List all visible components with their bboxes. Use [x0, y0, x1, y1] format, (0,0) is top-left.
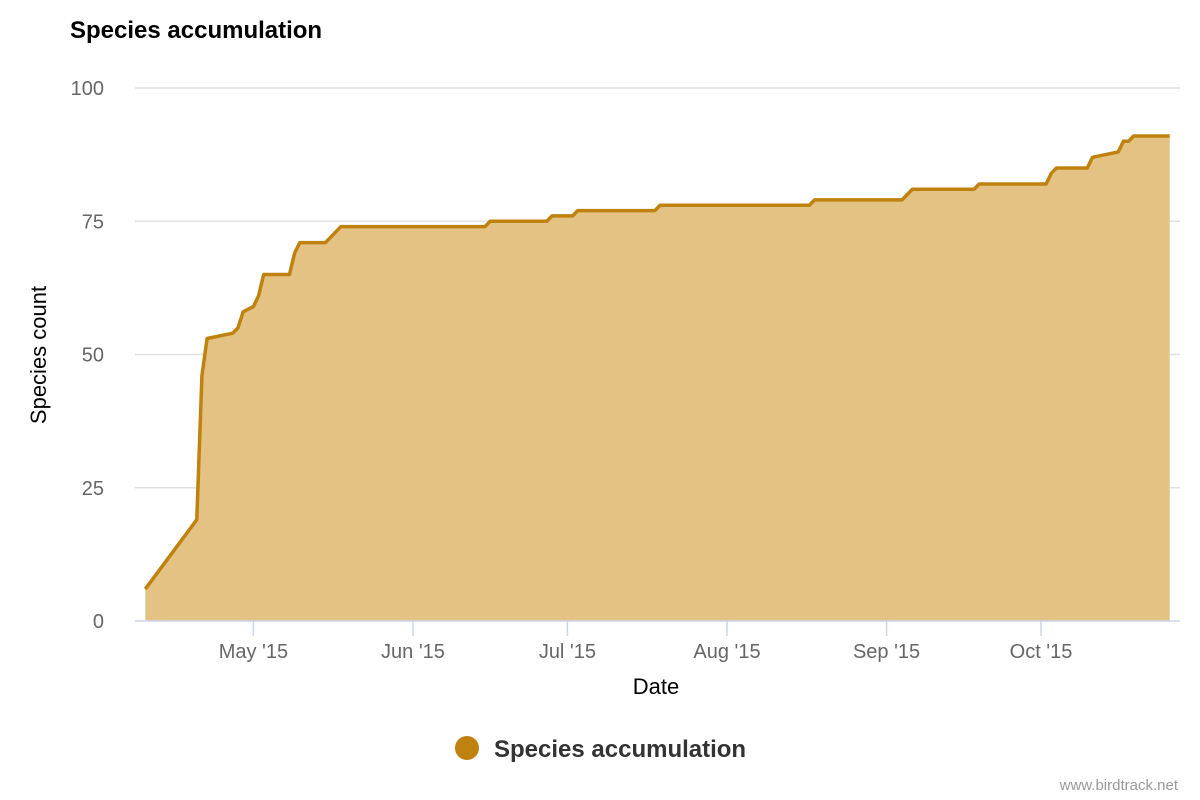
y-axis-title: Species count	[26, 286, 51, 424]
plot-area	[143, 134, 1170, 621]
series-line[interactable]	[143, 134, 1170, 591]
y-tick-label: 100	[71, 78, 104, 100]
x-tick-label: Jul '15	[539, 641, 596, 663]
legend-marker	[455, 736, 479, 760]
x-axis-title: Date	[633, 674, 679, 699]
y-tick-label: 75	[82, 211, 104, 233]
y-axis-ticks: 0 25 50 75 100	[71, 78, 104, 633]
x-tick-label: Sep '15	[853, 641, 920, 663]
y-tick-label: 0	[93, 611, 104, 633]
x-tick-label: Aug '15	[693, 641, 760, 663]
legend[interactable]: Species accumulation	[455, 736, 746, 763]
chart-title: Species accumulation	[70, 17, 322, 44]
y-tick-label: 25	[82, 478, 104, 500]
x-axis: May '15 Jun '15 Jul '15 Aug '15 Sep '15 Oct '…	[135, 620, 1180, 663]
x-tick-label: May '15	[219, 641, 288, 663]
series-area-fill	[145, 135, 1170, 621]
x-tick-label: Oct '15	[1010, 641, 1073, 663]
x-tick-label: Jun '15	[381, 641, 445, 663]
legend-label: Species accumulation	[494, 736, 746, 763]
credit-link[interactable]: www.birdtrack.net	[1059, 777, 1179, 794]
y-tick-label: 50	[82, 345, 104, 367]
